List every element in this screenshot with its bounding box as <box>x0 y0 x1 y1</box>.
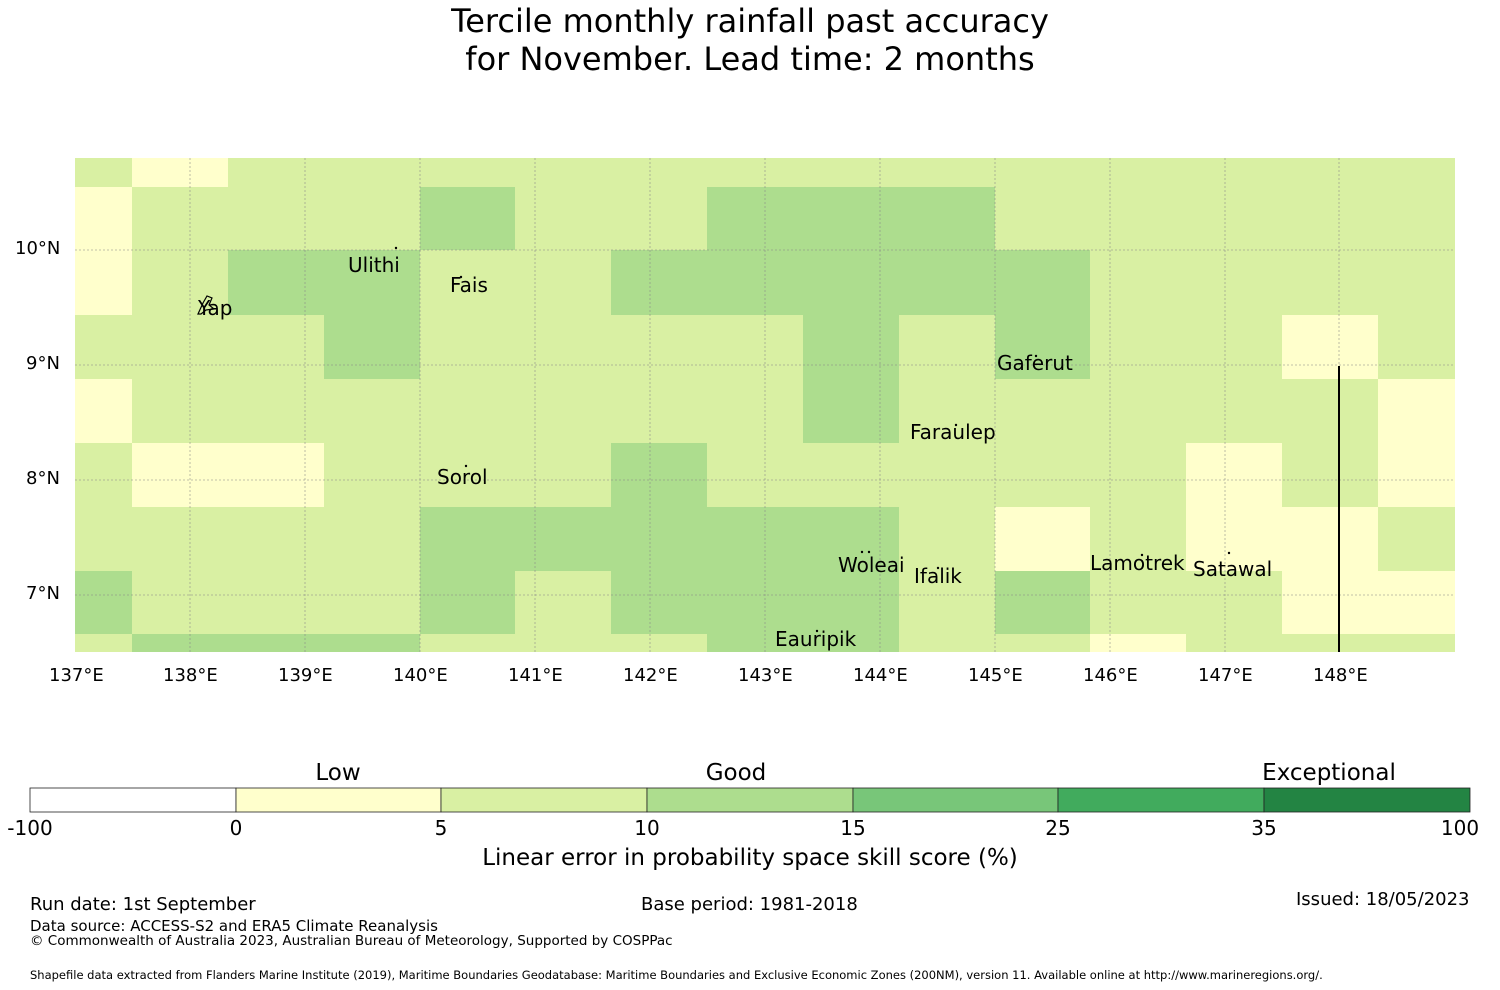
island-marker <box>954 423 958 427</box>
island-marker <box>1140 553 1144 557</box>
lon-label-139e: 139°E <box>278 665 333 686</box>
skill-cell <box>1378 571 1455 634</box>
skill-cell <box>132 443 324 507</box>
legend-tick-35: 35 <box>1251 816 1277 840</box>
island-label-ulithi: Ulithi <box>348 253 400 277</box>
lon-label-143e: 143°E <box>738 665 793 686</box>
legend-tick-10: 10 <box>634 816 660 840</box>
island-shape-yap <box>197 295 216 315</box>
lon-label-148e: 148°E <box>1313 665 1368 686</box>
skill-cell <box>420 507 899 634</box>
skill-cell <box>515 571 611 634</box>
run-date: Run date: 1st September <box>30 894 256 915</box>
island-marker <box>815 629 819 633</box>
skill-cell <box>995 571 1090 634</box>
legend-tick-15: 15 <box>840 816 866 840</box>
skill-cell <box>1186 443 1282 571</box>
island-marker <box>936 566 940 570</box>
legend-swatch <box>29 787 237 813</box>
island-label-woleai: Woleai <box>838 553 905 577</box>
legend-swatch <box>852 787 1059 813</box>
island-label-lamotrek: Lamotrek <box>1090 551 1185 575</box>
island-marker <box>464 464 468 468</box>
skill-cells <box>75 158 1455 652</box>
island-label-yap: Yap <box>198 296 233 320</box>
skill-cell <box>707 187 995 315</box>
lon-label-145e: 145°E <box>968 665 1023 686</box>
lon-label-141e: 141°E <box>508 665 563 686</box>
skill-cell <box>1282 507 1378 634</box>
skill-cell <box>1282 315 1378 379</box>
skill-cell <box>75 187 132 315</box>
island-label-gaferut: Gaferut <box>997 351 1073 375</box>
data-source: Data source: ACCESS-S2 and ERA5 Climate … <box>30 917 438 935</box>
skill-cell <box>611 443 707 507</box>
skill-cell <box>995 507 1090 571</box>
island-marker <box>1034 354 1038 358</box>
island-label-fais: Fais <box>450 273 488 297</box>
lat-label-7n: 7°N <box>26 583 60 604</box>
island-label-ifalik: Ifalik <box>914 564 962 588</box>
legend-tick-0: 0 <box>229 816 243 840</box>
skill-cell <box>75 571 132 634</box>
lon-label-147e: 147°E <box>1198 665 1253 686</box>
title-line-2: for November. Lead time: 2 months <box>465 40 1035 78</box>
lon-label-140e: 140°E <box>393 665 448 686</box>
lon-label-146e: 146°E <box>1083 665 1138 686</box>
island-marker <box>867 550 871 554</box>
legend-swatch <box>440 787 648 813</box>
legend-swatch <box>1057 787 1265 813</box>
island-marker <box>1227 551 1231 555</box>
legend-axis-label: Linear error in probability space skill … <box>482 845 1018 871</box>
skill-cell <box>1378 379 1455 507</box>
legend-tick-5: 5 <box>434 816 448 840</box>
skill-cell <box>75 379 132 443</box>
island-marker <box>459 275 463 279</box>
issued-date: Issued: 18/05/2023 <box>1296 889 1470 910</box>
map-gridlines <box>75 158 1455 652</box>
legend-swatch <box>1263 787 1471 813</box>
skill-cell <box>324 315 420 379</box>
skill-cell <box>132 634 420 652</box>
island-label-eauripik: Eauripik <box>775 627 857 651</box>
island-markers <box>197 246 1231 633</box>
lon-label-137e: 137°E <box>49 665 104 686</box>
skill-cell <box>803 315 899 443</box>
legend-tick--100: -100 <box>7 816 53 840</box>
skill-cell <box>1090 634 1186 652</box>
island-label-faraulep: Faraulep <box>910 420 996 444</box>
legend-swatch <box>235 787 442 813</box>
skill-cell <box>228 250 420 315</box>
skill-cell <box>611 250 707 315</box>
legend-tick-100: 100 <box>1440 816 1480 840</box>
lat-label-8n: 8°N <box>26 468 60 489</box>
legend-category-exceptional: Exceptional <box>1262 760 1396 786</box>
lat-label-9n: 9°N <box>26 353 60 374</box>
island-marker <box>860 550 864 554</box>
legend-category-low: Low <box>315 760 361 786</box>
map-title: Tercile monthly rainfall past accuracy f… <box>0 2 1500 78</box>
skill-cell <box>995 250 1090 379</box>
copyright-notice: © Commonwealth of Australia 2023, Austra… <box>30 933 673 949</box>
title-line-1: Tercile monthly rainfall past accuracy <box>451 2 1049 40</box>
skill-cell <box>420 187 515 250</box>
island-label-sorol: Sorol <box>437 465 488 489</box>
skill-cell <box>132 158 228 187</box>
shapefile-attribution: Shapefile data extracted from Flanders M… <box>30 968 1323 982</box>
lat-label-10n: 10°N <box>15 238 61 259</box>
skill-cell <box>707 634 899 652</box>
island-marker <box>394 246 398 250</box>
legend-tick-25: 25 <box>1045 816 1071 840</box>
lon-label-144e: 144°E <box>853 665 908 686</box>
lon-label-138e: 138°E <box>163 665 218 686</box>
island-label-satawal: Satawal <box>1193 557 1273 581</box>
lon-label-142e: 142°E <box>623 665 678 686</box>
legend-swatch <box>646 787 854 813</box>
legend-category-good: Good <box>705 760 767 786</box>
base-period: Base period: 1981-2018 <box>641 894 858 915</box>
